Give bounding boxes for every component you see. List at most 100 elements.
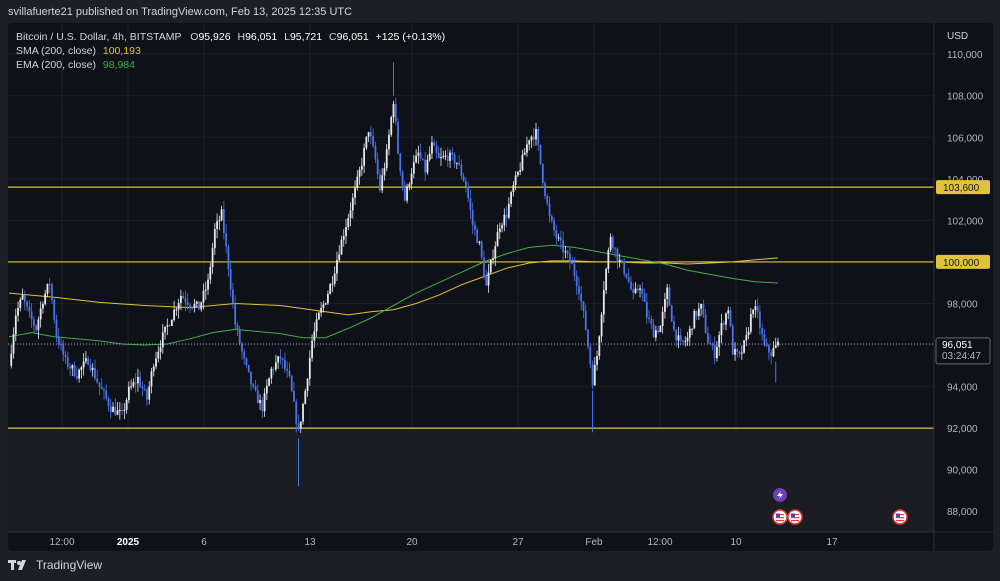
candle-body: [706, 332, 709, 344]
candle-body: [98, 382, 101, 387]
candle-body: [571, 262, 574, 265]
us-flag-event-icon[interactable]: [787, 509, 803, 525]
candle-body: [94, 367, 96, 379]
legend-c-label: C: [329, 31, 337, 43]
candle-body: [668, 287, 671, 306]
candle-body: [53, 299, 56, 320]
candle-body: [415, 155, 418, 163]
time-axis[interactable]: 12:00 2025 6 13 20 27 Feb 12:00 10 17: [8, 531, 993, 548]
candle-body: [403, 184, 406, 201]
candle-body: [46, 283, 49, 294]
candle-body: [774, 345, 777, 349]
candle-body: [673, 321, 675, 330]
candle-body: [621, 260, 623, 262]
candle-body: [220, 209, 223, 221]
candle-body: [417, 152, 420, 156]
candle-body: [80, 367, 83, 370]
candle-body: [51, 284, 53, 300]
candle-body: [173, 309, 176, 321]
candle-body: [754, 306, 757, 310]
candle-body: [327, 293, 329, 304]
candle-body: [498, 228, 501, 233]
candle-body: [363, 147, 366, 166]
candle-body: [28, 306, 31, 312]
candle-body: [535, 129, 537, 140]
candle-body: [772, 348, 775, 357]
candle-body: [317, 312, 320, 320]
legend-symbol[interactable]: Bitcoin / U.S. Dollar, 4h, BITSTAMP: [16, 31, 182, 43]
time-tick-label: 17: [826, 537, 838, 548]
chart-canvas[interactable]: Bitcoin / U.S. Dollar, 4h, BITSTAMP O95,…: [8, 23, 993, 551]
chart-panel[interactable]: Bitcoin / U.S. Dollar, 4h, BITSTAMP O95,…: [8, 23, 993, 551]
legend-h-label: H: [237, 31, 245, 43]
candle-body: [232, 289, 234, 304]
candle-body: [578, 286, 580, 295]
candle-body: [650, 319, 653, 325]
candle-body: [718, 335, 721, 347]
candle-body: [700, 303, 703, 309]
price-tick-label: 106,000: [947, 133, 984, 144]
bar-countdown: 03:24:47: [942, 351, 981, 362]
candle-body: [75, 375, 78, 379]
candle-body: [693, 310, 696, 329]
candle-body: [537, 129, 540, 145]
level-tag-label: 100,000: [943, 258, 980, 269]
candle-body: [261, 399, 264, 412]
event-markers[interactable]: [772, 488, 908, 525]
candle-body: [17, 307, 19, 316]
candle-body: [288, 370, 291, 377]
candle-body: [483, 257, 485, 277]
candle-body: [134, 382, 137, 384]
candle-body: [611, 236, 614, 248]
us-flag-event-icon[interactable]: [772, 509, 788, 525]
candle-body: [23, 295, 26, 302]
candle-body: [496, 232, 499, 247]
candle-body: [200, 302, 203, 310]
candle-body: [623, 261, 626, 274]
candle-body: [657, 330, 660, 332]
candle-body: [691, 328, 693, 330]
candle-body: [394, 103, 397, 122]
candle-body: [351, 197, 354, 211]
candle-body: [768, 345, 770, 353]
candle-body: [333, 273, 336, 284]
legend-o-label: O: [190, 31, 198, 43]
candle-body: [641, 288, 644, 294]
candle-body: [487, 272, 490, 286]
legend: Bitcoin / U.S. Dollar, 4h, BITSTAMP O95,…: [16, 31, 445, 71]
currency-label[interactable]: USD: [947, 31, 968, 42]
candle-body: [268, 378, 271, 386]
candle-body: [446, 155, 449, 161]
ema-label[interactable]: EMA (200, close): [16, 59, 96, 71]
candle-body: [71, 365, 74, 369]
legend-change: +125 (+0.13%): [376, 31, 445, 43]
candle-body: [193, 304, 196, 308]
candle-body: [148, 386, 151, 400]
lightning-event-icon[interactable]: [773, 488, 787, 502]
candle-body: [116, 410, 119, 415]
candle-body: [589, 346, 592, 365]
candle-body: [514, 175, 517, 186]
candle-body: [516, 171, 519, 176]
candle-body: [625, 273, 628, 278]
candle-body: [297, 423, 300, 429]
candle-body: [747, 331, 750, 336]
us-flag-event-icon[interactable]: [892, 509, 908, 525]
candle-body: [211, 248, 214, 267]
candle-body: [743, 340, 745, 353]
candle-body: [186, 302, 189, 306]
candle-body: [677, 335, 680, 341]
candle-body: [250, 371, 252, 385]
candle-body: [236, 324, 239, 330]
candle-body: [575, 275, 578, 287]
candle-body: [630, 281, 632, 290]
sma-label[interactable]: SMA (200, close): [16, 45, 96, 57]
candle-body: [675, 329, 678, 341]
price-axis[interactable]: USD 110,000108,000106,000104,000102,0001…: [933, 23, 991, 551]
candle-body: [467, 186, 470, 199]
candle-body: [541, 163, 544, 184]
last-price-value: 96,051: [942, 340, 973, 351]
candle-body: [435, 145, 438, 153]
time-tick-label: 12:00: [647, 537, 672, 548]
candle-body: [189, 305, 191, 308]
